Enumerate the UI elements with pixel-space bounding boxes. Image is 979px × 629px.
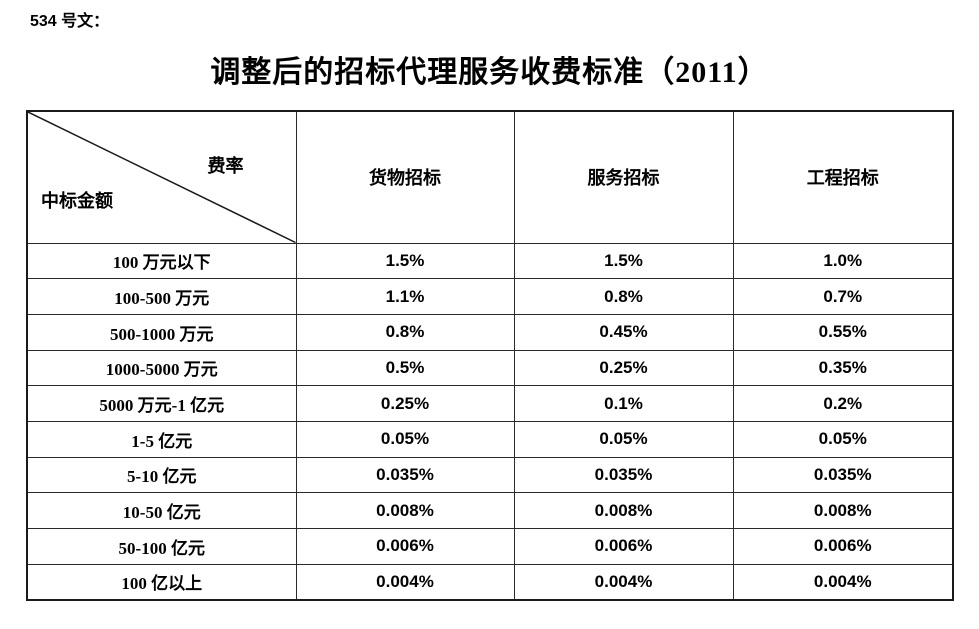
row-amount-cell: 100 万元以下 (26, 242, 297, 280)
table-row: 100 亿以上 0.004% 0.004% 0.004% (26, 563, 954, 601)
fee-cell: 1.5% (513, 242, 734, 280)
row-amount-cell: 5000 万元-1 亿元 (26, 385, 297, 422)
fee-cell: 0.006% (513, 528, 734, 565)
corner-label-fee-rate: 费率 (207, 156, 244, 176)
fee-cell: 0.008% (732, 492, 954, 529)
fee-cell: 0.05% (295, 420, 515, 458)
table-row: 1-5 亿元 0.05% 0.05% 0.05% (26, 420, 954, 458)
fee-cell: 0.8% (295, 313, 515, 351)
table-row: 100-500 万元 1.1% 0.8% 0.7% (26, 278, 954, 315)
column-header-engineering-bidding: 工程招标 (732, 110, 954, 244)
fee-cell: 1.5% (295, 242, 515, 280)
table-row: 5000 万元-1 亿元 0.25% 0.1% 0.2% (26, 385, 954, 422)
fee-cell: 0.006% (295, 528, 515, 565)
table-row: 500-1000 万元 0.8% 0.45% 0.55% (26, 313, 954, 351)
table-row: 10-50 亿元 0.008% 0.008% 0.008% (26, 492, 954, 529)
fee-cell: 1.0% (732, 242, 954, 280)
fee-cell: 0.008% (513, 492, 734, 529)
fee-cell: 0.2% (732, 385, 954, 422)
fee-cell: 0.035% (295, 456, 515, 494)
row-amount-cell: 1-5 亿元 (26, 420, 297, 458)
column-header-goods-bidding: 货物招标 (295, 110, 515, 244)
row-amount-cell: 100-500 万元 (26, 278, 297, 315)
fee-cell: 0.45% (513, 313, 734, 351)
row-amount-cell: 500-1000 万元 (26, 313, 297, 351)
fee-rate-table: 费率 中标金额 货物招标 服务招标 工程招标 100 万元以下 1.5% 1.5… (26, 110, 954, 601)
fee-cell: 0.035% (732, 456, 954, 494)
fee-cell: 0.1% (513, 385, 734, 422)
fee-cell: 0.25% (295, 385, 515, 422)
fee-cell: 0.05% (732, 420, 954, 458)
fee-cell: 0.004% (513, 563, 734, 601)
fee-cell: 0.008% (295, 492, 515, 529)
row-amount-cell: 50-100 亿元 (26, 528, 297, 565)
fee-cell: 0.55% (732, 313, 954, 351)
fee-cell: 0.05% (513, 420, 734, 458)
table-row: 100 万元以下 1.5% 1.5% 1.0% (26, 242, 954, 280)
fee-cell: 0.004% (732, 563, 954, 601)
row-amount-cell: 5-10 亿元 (26, 456, 297, 494)
column-header-service-bidding: 服务招标 (513, 110, 734, 244)
corner-label-bid-amount: 中标金额 (41, 190, 113, 211)
header-row: 费率 中标金额 货物招标 服务招标 工程招标 (26, 110, 954, 244)
fee-cell: 0.35% (732, 349, 954, 387)
fee-cell: 0.004% (295, 563, 515, 601)
diagonal-divider-line (28, 112, 296, 243)
row-amount-cell: 1000-5000 万元 (26, 349, 297, 387)
fee-cell: 0.8% (513, 278, 734, 315)
corner-header-cell: 费率 中标金额 (26, 110, 297, 244)
table-row: 5-10 亿元 0.035% 0.035% 0.035% (26, 456, 954, 494)
fee-cell: 0.035% (513, 456, 734, 494)
table-row: 1000-5000 万元 0.5% 0.25% 0.35% (26, 349, 954, 387)
fee-cell: 0.7% (732, 278, 954, 315)
doc-number: 534 号文： (30, 13, 110, 30)
row-amount-cell: 100 亿以上 (26, 563, 297, 601)
page-title: 调整后的招标代理服务收费标准（2011） (210, 56, 769, 89)
table-row: 50-100 亿元 0.006% 0.006% 0.006% (26, 528, 954, 565)
fee-cell: 0.25% (513, 349, 734, 387)
fee-cell: 1.1% (295, 278, 515, 315)
fee-cell: 0.006% (732, 528, 954, 565)
fee-cell: 0.5% (295, 349, 515, 387)
row-amount-cell: 10-50 亿元 (26, 492, 297, 529)
